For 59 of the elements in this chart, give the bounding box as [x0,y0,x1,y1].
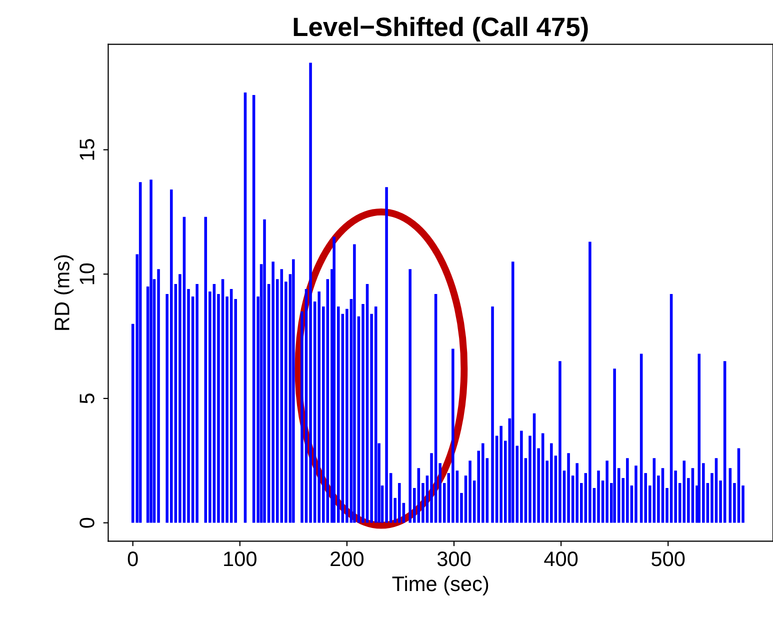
bar [230,289,233,523]
bar [613,368,616,523]
bar [138,182,142,523]
bar [434,294,438,523]
bar [558,361,562,523]
bar [182,216,186,523]
bar [196,284,198,523]
bar [468,460,472,523]
x-tick-label: 500 [652,551,685,566]
x-tick-label: 200 [330,551,364,566]
bar [661,468,664,523]
bar [252,95,256,523]
bar [597,470,600,523]
y-tick-label: 0 [80,518,94,528]
bar [714,458,718,523]
bar [309,62,312,523]
x-tick-label: 400 [544,551,578,566]
y-tick-label: 5 [80,394,94,404]
bar [588,242,592,523]
bar [634,466,638,523]
y-tick-label: 15 [80,139,94,160]
y-tick-label: 10 [80,263,94,284]
bar [682,460,686,523]
bar [374,306,378,523]
bar [698,354,701,523]
x-axis-title: Time (sec) [392,576,488,596]
bar [541,433,544,523]
bar [511,262,514,523]
y-axis-title: RD (ms) [54,255,74,330]
bar [491,306,494,523]
bar [244,92,247,523]
bar [263,219,266,523]
bar [670,294,673,523]
x-tick-label: 0 [128,551,138,566]
bar [640,354,643,523]
bar [728,468,732,523]
bar [280,269,284,523]
x-tick-label: 100 [224,551,256,566]
bar [520,430,523,523]
bar [221,279,224,523]
bar [170,190,173,523]
bar [292,259,295,523]
bar [606,460,608,523]
bar [366,284,369,523]
chart-title: Level−Shifted (Call 475) [294,16,588,42]
bar [417,468,420,523]
bar [157,269,160,523]
bar [212,284,216,523]
bar [385,187,388,523]
bar [723,361,726,523]
bar [150,180,152,523]
bar [353,244,356,523]
bar [691,468,694,523]
bar [532,413,536,523]
bar [567,453,570,523]
x-tick-label: 300 [437,551,471,566]
bar [204,216,208,523]
bar [652,458,656,523]
bar [737,448,740,523]
